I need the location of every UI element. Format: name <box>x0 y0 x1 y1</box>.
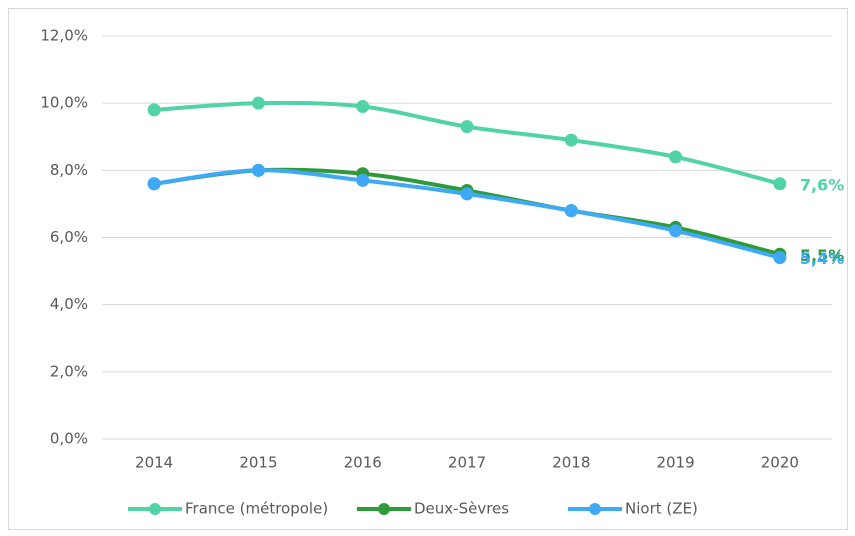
point <box>251 163 265 177</box>
point <box>773 251 787 265</box>
x-tick-label: 2017 <box>448 454 486 472</box>
chart-border <box>8 8 848 530</box>
y-tick-label: 4,0% <box>50 295 88 313</box>
y-tick-label: 12,0% <box>40 27 88 45</box>
x-tick-label: 2014 <box>135 454 173 472</box>
point <box>669 224 683 238</box>
legend-marker <box>378 503 390 515</box>
x-tick-label: 2016 <box>344 454 382 472</box>
y-tick-label: 6,0% <box>50 228 88 246</box>
point <box>147 177 161 191</box>
x-tick-label: 2015 <box>239 454 277 472</box>
point <box>773 177 787 191</box>
y-tick-label: 10,0% <box>40 94 88 112</box>
legend-marker <box>149 503 161 515</box>
point <box>564 133 578 147</box>
point <box>564 204 578 218</box>
y-tick-label: 0,0% <box>50 430 88 448</box>
point <box>356 100 370 114</box>
x-tick-label: 2018 <box>552 454 590 472</box>
point <box>356 173 370 187</box>
point <box>251 96 265 110</box>
data-label: 5,4% <box>800 249 844 268</box>
x-tick-label: 2020 <box>761 454 799 472</box>
legend-label: Niort (ZE) <box>625 500 698 518</box>
y-tick-label: 2,0% <box>50 362 88 380</box>
y-tick-label: 8,0% <box>50 161 88 179</box>
point <box>460 120 474 134</box>
x-tick-label: 2019 <box>656 454 694 472</box>
legend-label: Deux-Sèvres <box>414 500 509 518</box>
point <box>460 187 474 201</box>
point <box>147 103 161 117</box>
point <box>669 150 683 164</box>
data-label: 7,6% <box>800 175 844 194</box>
legend-label: France (métropole) <box>185 500 328 518</box>
legend-marker <box>589 503 601 515</box>
data-label: 5,5% <box>800 246 844 265</box>
